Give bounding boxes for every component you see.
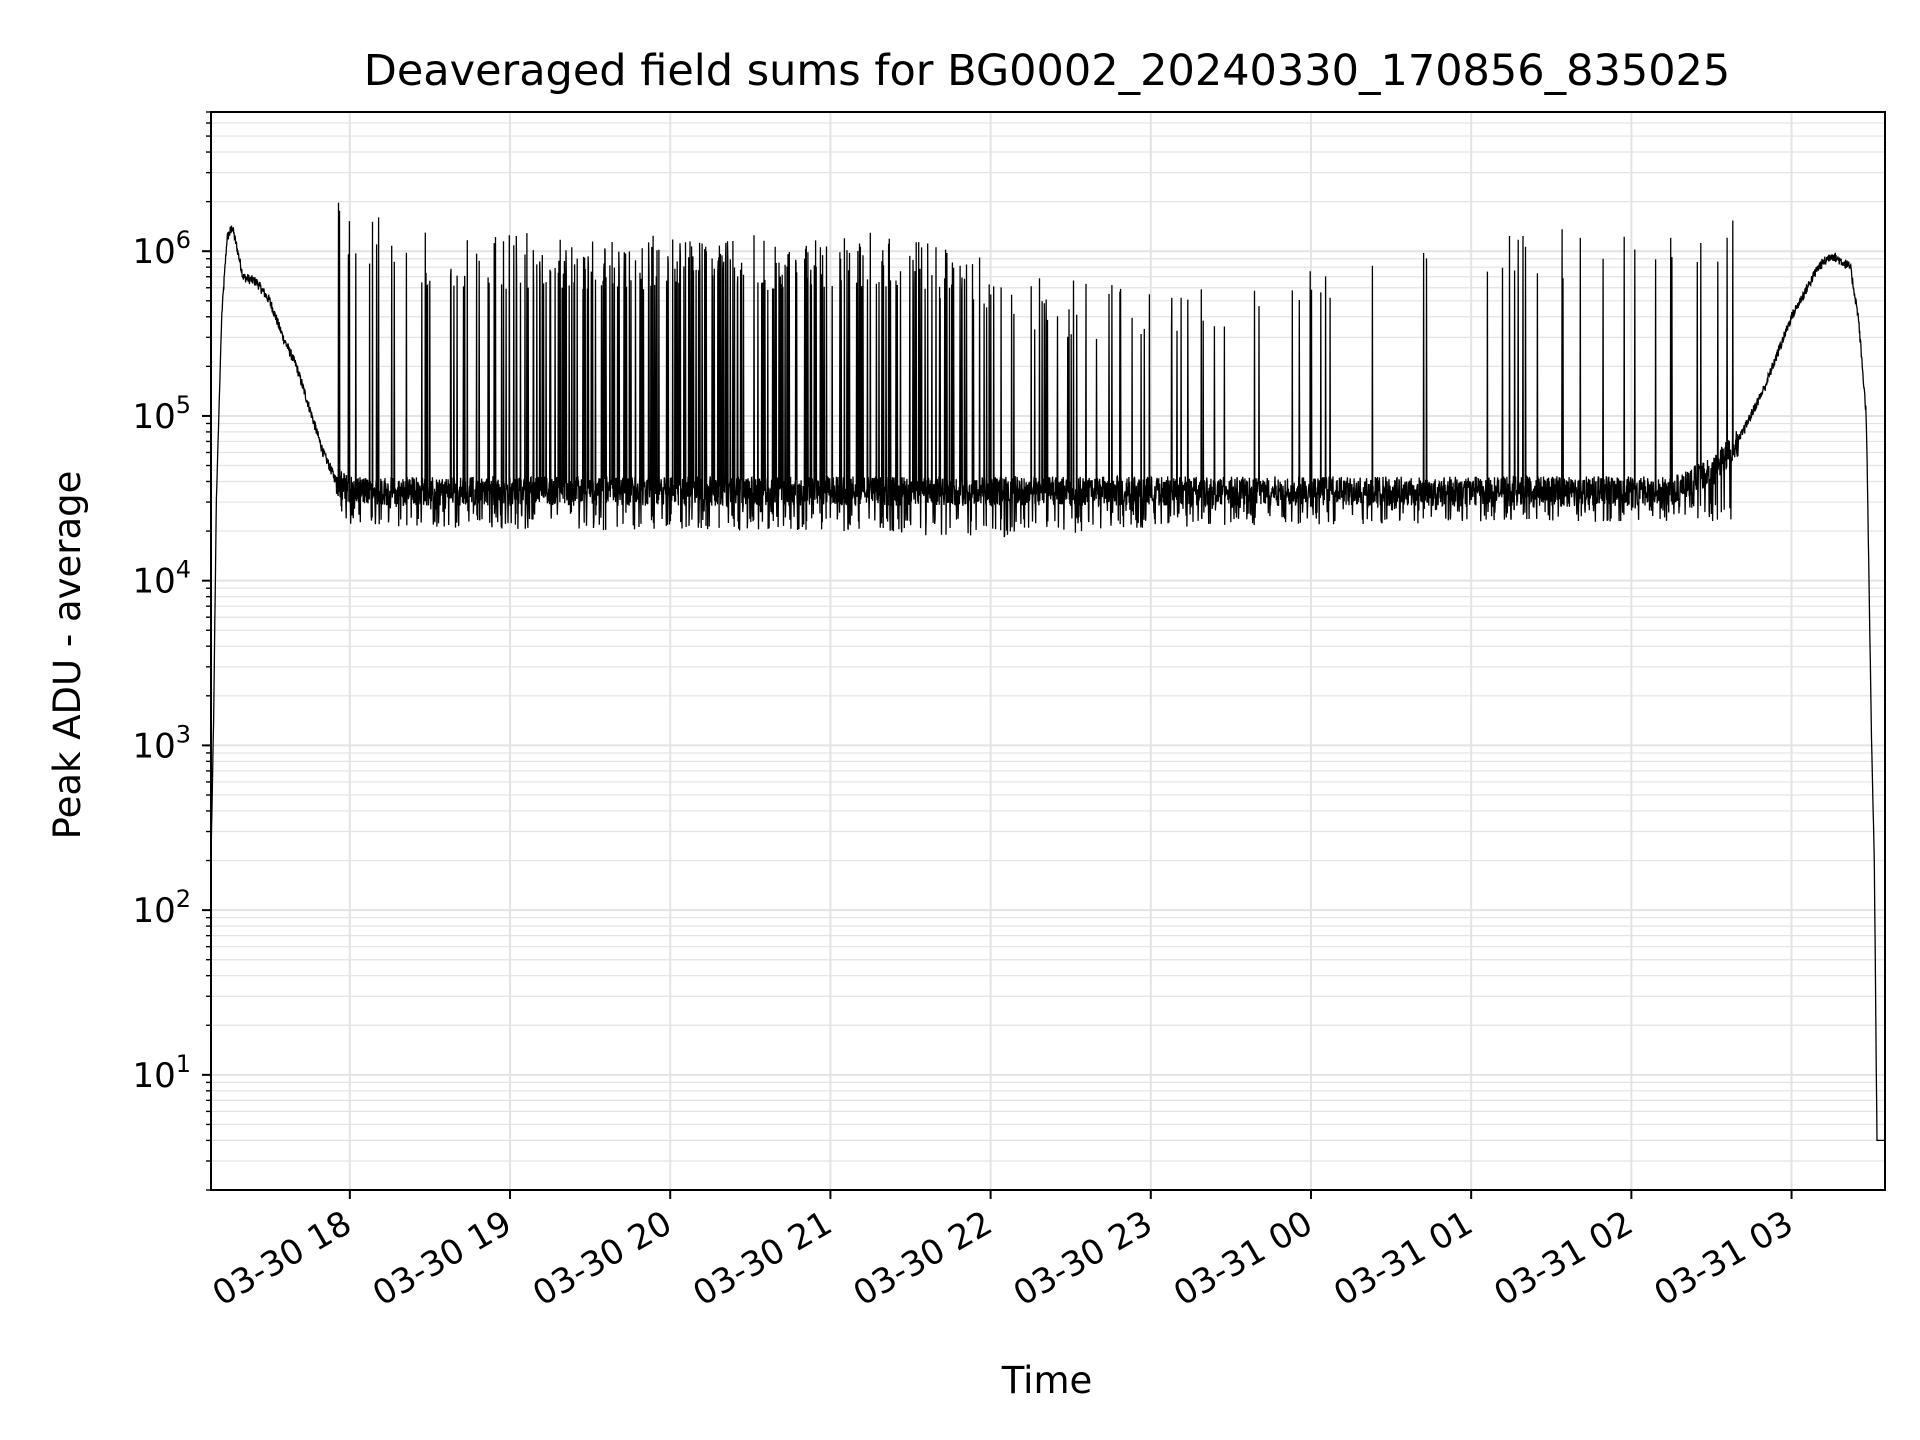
y-tick-label: 101	[132, 1050, 191, 1096]
y-axis-label: Peak ADU - average	[46, 471, 89, 840]
plot-frame	[210, 111, 1886, 1191]
y-tick-label: 104	[132, 556, 191, 602]
series-path	[210, 202, 1885, 1142]
x-axis-label: Time	[1001, 1359, 1093, 1402]
y-tick-label: 103	[132, 720, 191, 766]
y-tick-label: 102	[132, 885, 191, 931]
y-tick-label: 106	[132, 226, 191, 272]
series-line	[210, 202, 1885, 1142]
grid	[211, 111, 1885, 1191]
y-tick-label: 105	[132, 391, 191, 437]
chart-title: Deaveraged field sums for BG0002_2024033…	[364, 46, 1731, 96]
